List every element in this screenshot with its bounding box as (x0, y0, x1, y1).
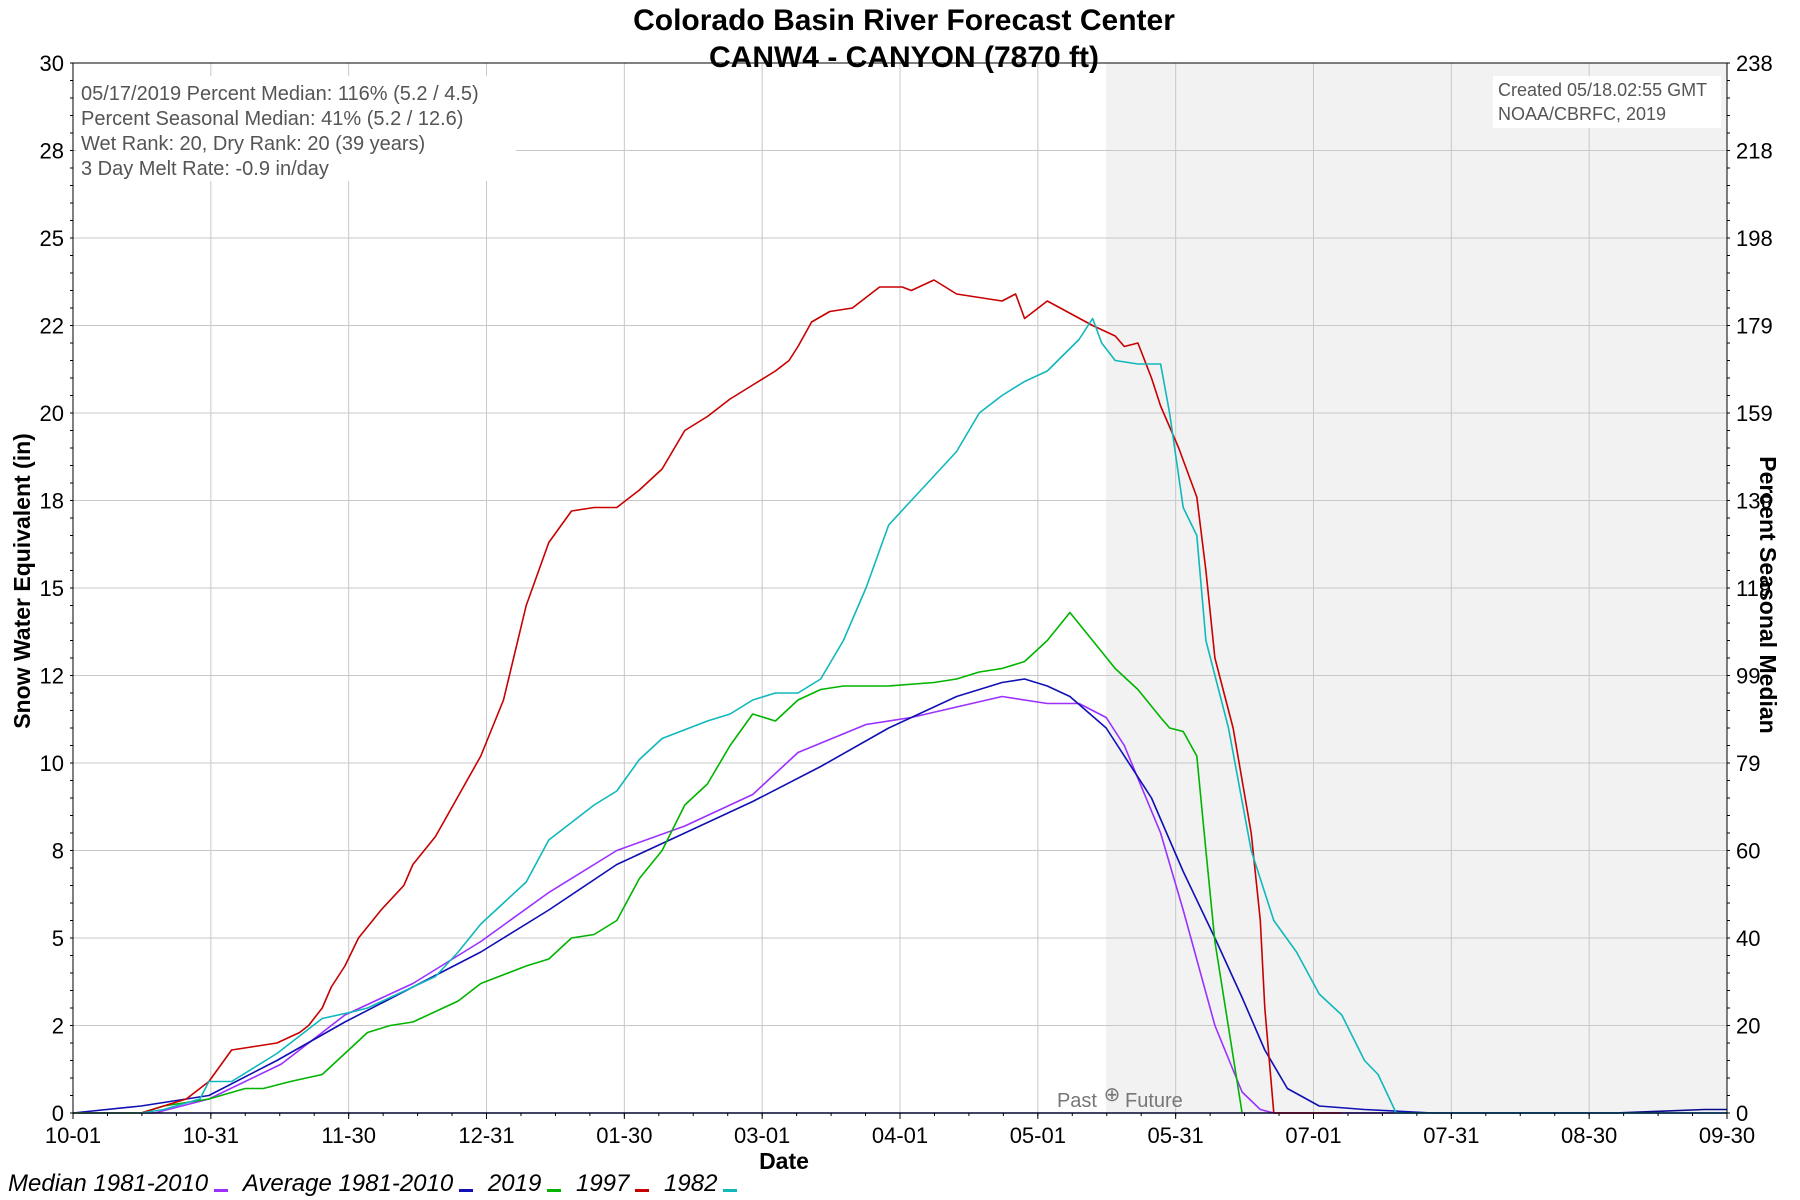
info-rank: Wet Rank: 20, Dry Rank: 20 (39 years) (81, 133, 425, 155)
x-axis-label: Date (759, 1148, 809, 1174)
legend-swatch (723, 1189, 738, 1193)
y2-tick-label: 0 (1736, 1101, 1748, 1126)
y2-tick-label: 218 (1736, 139, 1773, 164)
y-tick-label: 20 (40, 401, 64, 426)
x-tick-label: 10-31 (183, 1123, 239, 1148)
series-line (73, 317, 1727, 1114)
x-tick-label: 01-30 (596, 1123, 652, 1148)
series-line (73, 279, 1342, 1114)
credit-box: Created 05/18.02:55 GMT NOAA/CBRFC, 2019 (1493, 76, 1721, 128)
legend-item: 1982 (664, 1170, 738, 1198)
x-tick-label: 05-01 (1010, 1123, 1066, 1148)
axis-ticks: 10-01 10-31 11-30 12-31 01-30 03-01 04-01 05-01… (40, 51, 1773, 1148)
info-melt-rate: 3 Day Melt Rate: -0.9 in/day (81, 158, 329, 180)
y-tick-label: 18 (40, 489, 64, 514)
y2-axis-label: Percent Seasonal Median (1755, 456, 1781, 733)
credit-created: Created 05/18.02:55 GMT (1498, 80, 1707, 100)
y2-tick-label: 20 (1736, 1014, 1760, 1039)
y2-tick-label: 40 (1736, 926, 1760, 951)
info-box: 05/17/2019 Percent Median: 116% (5.2 / 4… (76, 76, 516, 181)
y2-tick-label: 119 (1736, 576, 1771, 601)
past-label: Past (1057, 1090, 1097, 1112)
y-tick-label: 0 (52, 1101, 64, 1126)
y-tick-label: 2 (52, 1014, 64, 1039)
info-seasonal-median: Percent Seasonal Median: 41% (5.2 / 12.6… (81, 108, 463, 130)
grid (73, 63, 1727, 1113)
x-tick-label: 09-30 (1699, 1123, 1755, 1148)
y-tick-label: 8 (52, 839, 64, 864)
y2-tick-label: 60 (1736, 839, 1760, 864)
series-line (72, 678, 1727, 1114)
y-tick-label: 22 (40, 314, 64, 339)
x-tick-label: 07-31 (1423, 1123, 1479, 1148)
y2-tick-label: 198 (1736, 226, 1773, 251)
y-tick-label: 25 (40, 226, 64, 251)
chart-title: Colorado Basin River Forecast Center (633, 4, 1175, 37)
y-tick-label: 12 (40, 664, 64, 689)
credit-agency: NOAA/CBRFC, 2019 (1498, 104, 1666, 124)
legend-label: Average 1981-2010 (242, 1170, 454, 1197)
legend-item: Median 1981-2010 (8, 1170, 229, 1198)
y-tick-label: 15 (40, 576, 64, 601)
y2-tick-label: 99 (1736, 664, 1760, 689)
y-tick-label: 10 (40, 751, 64, 776)
legend-swatch (459, 1189, 474, 1193)
series-line (73, 611, 1243, 1114)
legend-item: 1997 (575, 1170, 650, 1198)
y2-tick-label: 139 (1736, 489, 1773, 514)
legend-label: Median 1981-2010 (8, 1170, 209, 1197)
y2-tick-label: 179 (1736, 314, 1773, 339)
x-tick-label: 10-01 (45, 1123, 101, 1148)
future-label: Future (1125, 1090, 1183, 1112)
y2-tick-label: 159 (1736, 401, 1773, 426)
y-tick-label: 5 (52, 926, 64, 951)
legend-item: Average 1981-2010 (242, 1170, 474, 1198)
credit-box-bg (1493, 76, 1721, 128)
legend-label: 1997 (575, 1170, 630, 1197)
x-tick-label: 03-01 (734, 1123, 790, 1148)
info-box-bg (76, 76, 516, 181)
series-line (73, 695, 1727, 1114)
x-tick-label: 08-30 (1561, 1123, 1617, 1148)
info-percent-median: 05/17/2019 Percent Median: 116% (5.2 / 4… (81, 83, 479, 105)
y2-tick-label: 238 (1736, 51, 1773, 76)
x-tick-label: 05-31 (1148, 1123, 1204, 1148)
x-tick-label: 12-31 (458, 1123, 514, 1148)
x-tick-label: 11-30 (321, 1123, 376, 1148)
x-tick-label: 07-01 (1285, 1123, 1341, 1148)
legend-swatch (635, 1189, 650, 1193)
y2-tick-label: 79 (1736, 751, 1760, 776)
legend-label: 2019 (487, 1170, 542, 1197)
y-tick-label: 28 (40, 139, 64, 164)
y-tick-label: 30 (40, 51, 64, 76)
legend-item: 2019 (487, 1170, 562, 1198)
legend-swatch (214, 1189, 229, 1193)
legend-label: 1982 (664, 1170, 718, 1197)
legend: Median 1981-2010 Average 1981-2010 2019 … (8, 1170, 745, 1198)
divider-marker-icon: ⊕ (1104, 1084, 1121, 1106)
y-axis-label: Snow Water Equivalent (in) (9, 433, 35, 729)
legend-swatch (547, 1189, 562, 1193)
chart-subtitle: CANW4 - CANYON (7870 ft) (709, 41, 1099, 74)
x-tick-label: 04-01 (872, 1123, 928, 1148)
